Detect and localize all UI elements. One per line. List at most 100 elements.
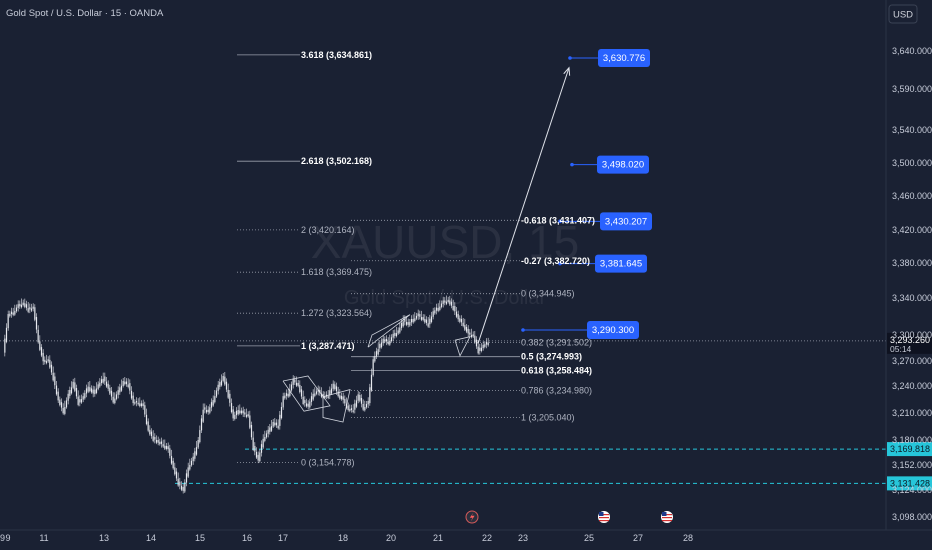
candle-body [275, 422, 278, 426]
y-tick-label: 3,460.000 [892, 191, 932, 201]
target-price-box[interactable] [598, 49, 650, 68]
candle-body [234, 414, 236, 419]
candle-body [387, 341, 389, 345]
candle-body [419, 314, 421, 317]
candle-body [247, 414, 249, 417]
candle-body [49, 359, 51, 368]
current-price-label: 3,293.260 [890, 335, 930, 345]
candle-body [332, 383, 334, 389]
watermark: XAUUSD, 15 Gold Spot / U.S. Dollar [311, 216, 579, 309]
candle-body [270, 426, 273, 431]
currency-label: USD [893, 10, 913, 21]
candle-body [155, 439, 158, 443]
candle-body [152, 436, 154, 441]
candle-body [25, 304, 28, 308]
x-tick-label: 23 [518, 533, 528, 543]
candle-body [424, 318, 426, 323]
y-tick-label: 3,124.000 [892, 485, 932, 495]
candle-body [279, 414, 281, 426]
pattern-box [322, 389, 351, 423]
candle-body [174, 467, 176, 475]
y-tick-label: 3,240.000 [892, 381, 932, 391]
candle-body [380, 342, 383, 348]
candle-body [382, 338, 384, 344]
fib-extension-label: 2 (3,420.164) [301, 225, 355, 235]
fib-extension-label: 1.272 (3,323.564) [301, 308, 372, 318]
target-anchor-point [558, 261, 562, 266]
candle-body [5, 327, 8, 342]
candle-body [427, 323, 429, 327]
candle-body [202, 409, 204, 422]
target-price-box[interactable] [597, 155, 649, 174]
candle-body [350, 408, 353, 410]
candle-body [77, 396, 79, 405]
candle-body [85, 388, 88, 394]
target-price-box[interactable] [600, 212, 652, 231]
drawing-labels: 0 (3,344.945) 0.382 (3,291.502) 0.5 (3,274… [301, 49, 932, 491]
candle-body [219, 382, 221, 387]
candle-body [89, 387, 91, 392]
candle-body [19, 303, 21, 307]
candle-body [249, 415, 251, 428]
candle-body [447, 299, 449, 302]
y-tick-label: 3,180.000 [892, 435, 932, 445]
candle-body [40, 347, 43, 356]
currency-button[interactable] [888, 4, 918, 24]
candle-body [407, 322, 409, 325]
candle-body [110, 390, 113, 397]
x-tick-label: 29 [0, 533, 5, 543]
candle-body [264, 437, 266, 441]
pattern-wedge [367, 314, 411, 348]
x-tick-label: 14 [146, 533, 156, 543]
candle-body [129, 383, 131, 391]
candle-body [32, 306, 34, 309]
candle-body [374, 356, 376, 362]
candle-body [90, 388, 93, 393]
candle-body [414, 318, 416, 322]
candle-body [144, 405, 146, 415]
price-axis[interactable]: 3,098.000 3,124.000 3,152.000 3,180.000 3,21… [892, 46, 932, 522]
target-price-box[interactable] [587, 321, 639, 339]
time-axis[interactable]: 9 11 13 14 15 16 17 18 20 21 22 23 25 27 28 29 [0, 533, 693, 543]
watermark-name: Gold Spot / U.S. Dollar [344, 287, 547, 309]
candle-body [134, 402, 136, 404]
candle-body [402, 321, 404, 327]
drawing-lines [0, 54, 886, 484]
candle-body [302, 396, 304, 404]
flag-stripe [662, 517, 672, 519]
candle-body [404, 319, 406, 322]
candle-body [362, 404, 364, 410]
candle-body [70, 387, 73, 394]
fib-retracement-label: 0.618 (3,258.484) [521, 366, 592, 376]
target-anchor-point [558, 219, 562, 224]
y-tick-label: 3,540.000 [892, 125, 932, 135]
candle-body [52, 372, 54, 381]
event-markers[interactable] [465, 510, 673, 524]
pattern-triangle [454, 336, 471, 357]
candle-body [365, 404, 368, 408]
candle-body [295, 382, 298, 386]
candles [4, 295, 489, 494]
candle-body [240, 410, 243, 414]
candle-body [20, 304, 23, 308]
candle-body [429, 318, 431, 325]
candle-body [274, 422, 276, 426]
candle-body [125, 381, 128, 385]
candle-body [477, 346, 479, 354]
candle-body [227, 389, 229, 398]
candle-body [187, 467, 189, 477]
candle-body [182, 487, 184, 491]
candle-body [147, 421, 149, 431]
candle-body [237, 410, 239, 415]
candle-body [349, 409, 351, 411]
candle-body [449, 300, 451, 305]
candle-body [444, 300, 446, 303]
candle-body [14, 310, 16, 315]
candle-body [204, 407, 206, 410]
target-price-box[interactable] [595, 254, 647, 273]
fib-retracement-label: 0.382 (3,291.502) [521, 337, 592, 347]
candle-body [35, 317, 38, 330]
candle-body [235, 410, 238, 416]
